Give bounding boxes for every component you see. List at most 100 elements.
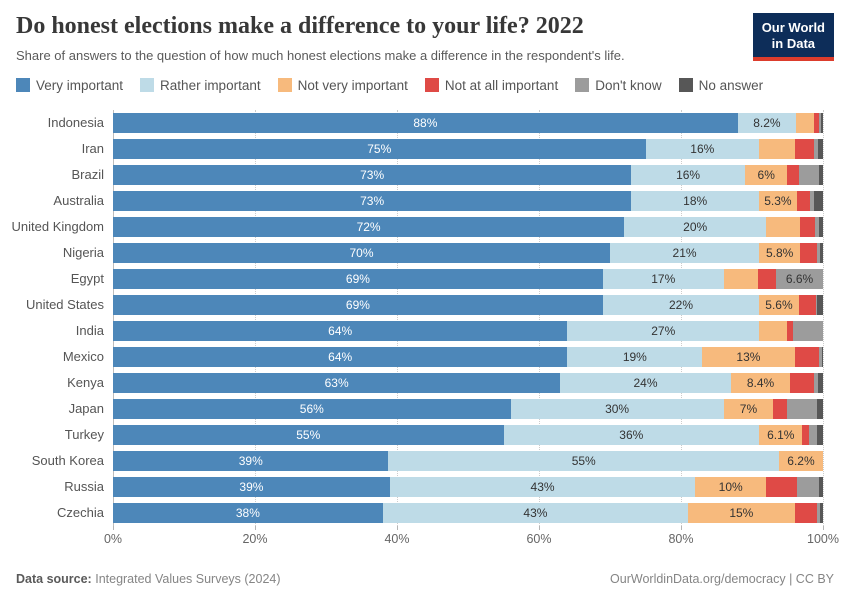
value-label: 20%	[683, 219, 708, 234]
bar-row-kenya: Kenya 63% 24% 8.4%	[67, 370, 823, 396]
country-label: Brazil	[71, 166, 104, 182]
country-label: Nigeria	[62, 244, 104, 260]
country-label: Turkey	[64, 426, 104, 442]
segment-not-at-all-important	[794, 502, 817, 523]
axis-tick-label: 0%	[103, 531, 123, 546]
value-label: 16%	[676, 167, 701, 182]
data-source: Data source: Integrated Values Surveys (…	[16, 572, 281, 586]
bar-row-turkey: Turkey 55% 36% 6.1%	[65, 422, 823, 448]
segment-no-answer	[817, 372, 823, 393]
owid-url-link[interactable]: OurWorldinData.org/democracy	[610, 571, 786, 586]
gridline	[255, 109, 256, 526]
value-label: 24%	[633, 375, 658, 390]
segment-rather-important: 8.2%	[737, 112, 797, 133]
segment-don-t-know: 6.6%	[776, 268, 823, 289]
legend-label: Rather important	[160, 77, 261, 93]
segment-no-answer	[817, 294, 823, 315]
bar-row-czechia: Czechia 38% 43% 15%	[57, 500, 823, 526]
segment-not-very-important: 10%	[695, 476, 767, 497]
segment-not-at-all-important	[757, 268, 777, 289]
segment-very-important: 63%	[113, 372, 561, 393]
legend-swatch-icon	[277, 78, 292, 93]
segment-rather-important: 20%	[624, 216, 767, 237]
value-label: 39%	[239, 479, 264, 494]
bar-row-india: India 64% 27%	[76, 318, 823, 344]
segment-no-answer	[818, 138, 823, 159]
segment-very-important: 72%	[113, 216, 625, 237]
segment-very-important: 69%	[113, 294, 603, 315]
value-label: 39%	[238, 453, 263, 468]
value-label: 19%	[622, 349, 647, 364]
footer-right: OurWorldinData.org/democracy | CC BY	[610, 572, 834, 586]
value-label: 6%	[757, 167, 775, 182]
chart-subtitle: Share of answers to the question of how …	[16, 47, 625, 63]
segment-don-t-know	[819, 346, 822, 367]
segment-don-t-know	[797, 476, 819, 497]
segment-not-very-important: 5.8%	[759, 242, 801, 263]
segment-very-important: 64%	[113, 320, 568, 341]
segment-no-answer	[819, 216, 823, 237]
value-label: 5.8%	[766, 245, 794, 260]
value-label: 16%	[690, 141, 715, 156]
segment-not-at-all-important	[796, 190, 811, 211]
segment-no-answer	[821, 346, 823, 367]
value-label: 73%	[360, 167, 385, 182]
country-label: Kenya	[67, 374, 104, 390]
segment-rather-important: 30%	[510, 398, 724, 419]
value-label: 8.4%	[746, 375, 775, 390]
legend-swatch-icon	[678, 78, 693, 93]
segment-rather-important: 55%	[388, 450, 779, 471]
segment-not-very-important: 6%	[744, 164, 788, 185]
legend-item-rather-important: Rather important	[140, 78, 261, 93]
segment-not-at-all-important	[800, 216, 816, 237]
bar-row-brazil: Brazil 73% 16% 6%	[71, 162, 823, 188]
segment-don-t-know	[818, 112, 821, 133]
segment-not-at-all-important	[790, 372, 814, 393]
value-label: 22%	[668, 297, 693, 312]
legend-item-not-very-important: Not very important	[277, 77, 408, 93]
segment-don-t-know	[813, 372, 818, 393]
country-label: Czechia	[57, 504, 104, 520]
legend-swatch-icon	[16, 78, 30, 93]
bar-row-australia: Australia 73% 18% 5.3%	[53, 188, 823, 214]
country-label: United States	[25, 296, 104, 312]
segment-not-very-important	[723, 268, 758, 289]
country-label: Iran	[81, 140, 104, 156]
segment-very-important: 73%	[113, 164, 632, 185]
segment-not-very-important: 6.2%	[778, 450, 823, 471]
legend-label: Not very important	[297, 77, 408, 93]
axis-tick-label: 20%	[242, 531, 268, 546]
segment-not-at-all-important	[773, 398, 788, 419]
value-label: 6.2%	[787, 453, 815, 468]
value-label: 21%	[672, 245, 697, 260]
value-label: 64%	[328, 323, 353, 338]
gridline	[539, 109, 540, 526]
segment-not-at-all-important	[794, 346, 820, 367]
value-label: 73%	[360, 193, 385, 208]
segment-rather-important: 24%	[560, 372, 731, 393]
axis-tick-label: 40%	[384, 531, 410, 546]
country-label: United Kingdom	[11, 218, 105, 234]
value-label: 17%	[651, 271, 676, 286]
legend-swatch-icon	[140, 78, 155, 93]
owid-logo[interactable]: Our World in Data	[752, 13, 834, 62]
x-axis: 0% 20% 40% 60% 80% 100%	[104, 525, 839, 552]
footer-divider: |	[789, 571, 793, 586]
segment-don-t-know	[787, 398, 818, 419]
legend-label: No answer	[698, 77, 764, 93]
segment-don-t-know	[815, 294, 818, 315]
value-label: 6.1%	[767, 427, 795, 442]
stacked-bar: 64% 27%	[113, 320, 823, 341]
value-label: 72%	[356, 219, 381, 234]
segment-not-very-important: 5.3%	[759, 190, 797, 211]
segment-very-important: 55%	[113, 424, 504, 445]
value-label: 55%	[571, 453, 596, 468]
segment-not-at-all-important	[766, 476, 798, 497]
segment-very-important: 73%	[113, 190, 632, 211]
segment-not-at-all-important	[802, 424, 809, 445]
segment-very-important: 39%	[113, 450, 389, 471]
country-label: South Korea	[31, 452, 104, 468]
stacked-bar: 75% 16%	[113, 138, 823, 159]
segment-rather-important: 18%	[631, 190, 760, 211]
segment-rather-important: 17%	[602, 268, 724, 289]
